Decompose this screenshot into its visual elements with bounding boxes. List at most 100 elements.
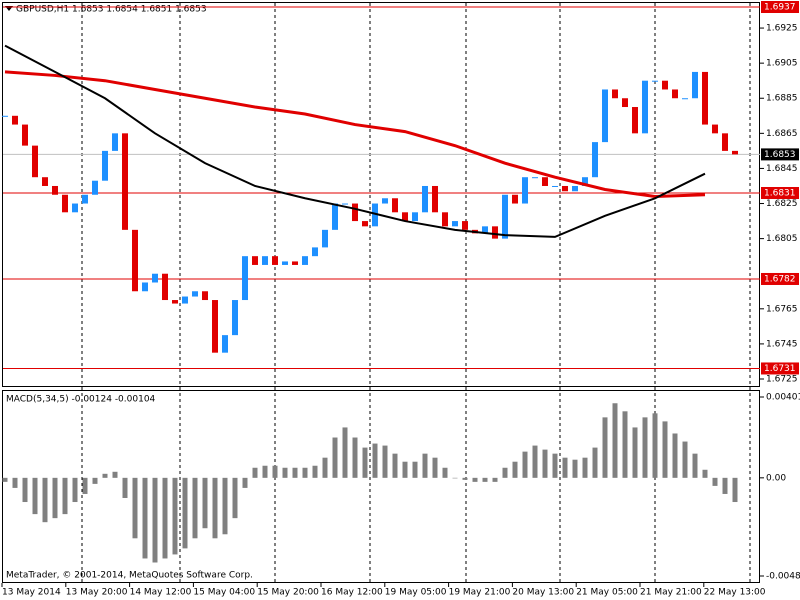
time-label: 20 May 13:00: [512, 588, 574, 598]
candle: [552, 185, 558, 187]
candle: [142, 282, 148, 292]
y-tick-label: 1.6905: [766, 59, 798, 69]
candle: [2, 115, 8, 117]
macd-bar: [222, 477, 228, 535]
macd-bar: [212, 477, 218, 539]
candle: [512, 194, 518, 204]
y-tick-label: 1.6725: [766, 375, 798, 385]
candle: [302, 256, 308, 265]
macd-bar: [532, 445, 538, 478]
macd-bar: [572, 459, 578, 478]
candle: [532, 177, 538, 179]
y-tick-label: 1.6805: [766, 234, 798, 244]
macd-bar: [542, 449, 548, 478]
candle: [172, 300, 178, 304]
macd-bar: [282, 467, 288, 478]
candle: [212, 300, 218, 353]
candle: [382, 198, 388, 204]
macd-bar: [2, 477, 8, 482]
macd-bar: [32, 477, 38, 515]
candle: [522, 177, 528, 204]
moving-average: [4, 44, 706, 238]
macd-bar: [292, 467, 298, 478]
macd-bar: [182, 477, 188, 549]
candle: [192, 291, 198, 297]
macd-bar: [152, 477, 158, 563]
macd-bar: [242, 477, 248, 488]
candle: [712, 124, 718, 134]
level-label: 1.6831: [764, 189, 796, 199]
moving-average: [4, 70, 706, 199]
candle: [452, 221, 458, 227]
level-label-box: [761, 187, 799, 199]
candle: [372, 203, 378, 227]
macd-bar: [452, 477, 458, 479]
macd-bar: [232, 477, 238, 519]
candle: [622, 98, 628, 108]
candle: [132, 229, 138, 292]
candle: [412, 212, 418, 222]
candle: [42, 177, 48, 186]
candle: [62, 194, 68, 213]
macd-bar: [382, 445, 388, 478]
macd-bar: [22, 477, 28, 503]
macd-bar: [82, 477, 88, 494]
y-tick-label: 1.6765: [766, 304, 798, 314]
macd-bar: [102, 473, 108, 478]
time-label: 13 May 2014: [2, 588, 61, 598]
macd-bar: [492, 477, 498, 482]
candle: [582, 177, 588, 186]
candle: [162, 273, 168, 301]
macd-bar: [692, 453, 698, 478]
macd-bar: [642, 417, 648, 478]
macd-bar: [402, 461, 408, 478]
candle: [592, 142, 598, 178]
candle: [152, 273, 158, 283]
macd-bar: [62, 477, 68, 515]
y-tick-label: 1.6865: [766, 129, 798, 139]
candle: [352, 203, 358, 222]
macd-tick-label: -0.00487: [766, 572, 800, 582]
macd-bar: [112, 471, 118, 478]
macd-bar: [312, 465, 318, 478]
macd-bar: [482, 477, 488, 482]
macd-bar: [272, 465, 278, 478]
macd-bar: [622, 411, 628, 478]
macd-bar: [132, 477, 138, 539]
time-label: 19 May 05:00: [385, 588, 447, 598]
candle: [32, 145, 38, 178]
macd-bar: [632, 427, 638, 478]
candle: [52, 185, 58, 195]
macd-bar: [122, 477, 128, 498]
footer: MetaTrader, © 2001-2014, MetaQuotes Soft…: [6, 571, 253, 581]
candle: [462, 221, 468, 230]
level-label: 1.6853: [764, 150, 796, 160]
level-label-box: [761, 362, 799, 375]
candle: [262, 256, 268, 265]
time-label: 15 May 04:00: [193, 588, 255, 598]
price-panel: [2, 2, 760, 387]
candle: [102, 150, 108, 181]
candle: [612, 89, 618, 99]
candle: [312, 247, 318, 257]
macd-bar: [362, 447, 368, 478]
candle: [642, 80, 648, 134]
time-label: 19 May 21:00: [449, 588, 511, 598]
candle: [362, 221, 368, 227]
macd-bar: [392, 453, 398, 478]
candle: [232, 300, 238, 336]
candle: [12, 115, 18, 125]
macd-bar: [262, 465, 268, 478]
macd-bar: [732, 477, 738, 503]
candle: [252, 256, 258, 265]
candle: [722, 133, 728, 151]
time-label: 14 May 12:00: [130, 588, 192, 598]
candle: [202, 291, 208, 301]
macd-bar: [602, 417, 608, 478]
candle: [702, 71, 708, 125]
candle: [272, 256, 278, 265]
candle: [692, 71, 698, 99]
macd-bar: [612, 403, 618, 478]
